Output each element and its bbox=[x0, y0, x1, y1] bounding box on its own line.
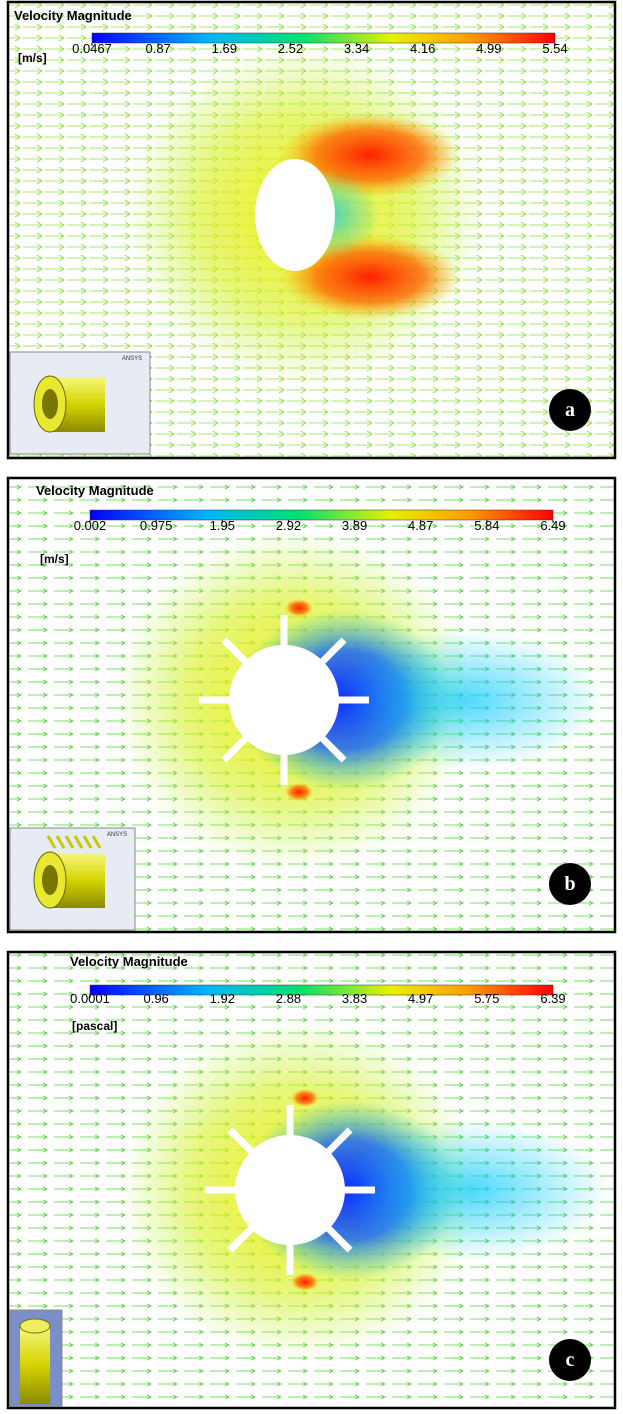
velocity-high bbox=[285, 599, 313, 617]
colorbar-tick-label: 3.89 bbox=[342, 518, 367, 533]
velocity-low bbox=[324, 630, 604, 770]
panel-frame bbox=[6, 0, 617, 460]
colorbar-tick-label: 0.87 bbox=[145, 41, 170, 56]
colorbar-tick-label: 5.54 bbox=[542, 41, 567, 56]
colorbar-tick-label: 0.96 bbox=[143, 991, 168, 1006]
colorbar-tick-label: 0.0001 bbox=[70, 991, 110, 1006]
velocity-low bbox=[330, 1120, 610, 1260]
cylinder-hole bbox=[229, 645, 339, 755]
inset-logo: ANSYS bbox=[107, 832, 127, 838]
inset-logo: ANSYS bbox=[122, 356, 142, 362]
colorbar-tick-label: 3.34 bbox=[344, 41, 369, 56]
colorbar-tick-label: 0.0467 bbox=[72, 41, 112, 56]
colorbar-tick-label: 2.52 bbox=[278, 41, 303, 56]
inset-model bbox=[42, 865, 58, 895]
inset-model bbox=[20, 1326, 50, 1404]
colorbar-tick-label: 0.975 bbox=[140, 518, 173, 533]
colorbar bbox=[89, 984, 554, 996]
panel: Velocity Magnitude 0.0467 0.87 1.69 2.52 3.34… bbox=[6, 0, 617, 460]
colorbar-tick-label: 6.39 bbox=[540, 991, 565, 1006]
cylinder-hole bbox=[235, 1135, 345, 1245]
colorbar-tick-label: 5.75 bbox=[474, 991, 499, 1006]
colorbar-tick-label: 2.92 bbox=[276, 518, 301, 533]
legend-title: Velocity Magnitude bbox=[36, 483, 154, 498]
inset-model bbox=[91, 835, 102, 849]
legend-title: Velocity Magnitude bbox=[70, 954, 188, 969]
colorbar-tick-label: 1.92 bbox=[210, 991, 235, 1006]
colorbar-tick-label: 4.16 bbox=[410, 41, 435, 56]
unit-label: [m/s] bbox=[40, 552, 69, 566]
colorbar-tick-label: 4.87 bbox=[408, 518, 433, 533]
colorbar-tick-label: 5.84 bbox=[474, 518, 499, 533]
panel: Velocity Magnitude 0.002 0.975 1.95 2.92 3.89… bbox=[6, 476, 617, 934]
panel-label-badge bbox=[549, 389, 591, 431]
colorbar-tick-label: 4.97 bbox=[408, 991, 433, 1006]
colorbar-tick-label: 0.002 bbox=[74, 518, 107, 533]
unit-label: [m/s] bbox=[18, 51, 47, 65]
panel-label-badge bbox=[549, 863, 591, 905]
velocity-high bbox=[285, 783, 313, 801]
inset-model bbox=[19, 1318, 51, 1334]
panel-label-badge bbox=[549, 1339, 591, 1381]
unit-label: [pascal] bbox=[72, 1019, 117, 1033]
panel-label: b bbox=[564, 873, 575, 895]
inset-model bbox=[82, 835, 93, 849]
cylinder-hole bbox=[255, 159, 335, 271]
panel-frame bbox=[6, 476, 617, 934]
panel-frame bbox=[6, 950, 617, 1410]
inset-model bbox=[64, 835, 75, 849]
inset-model bbox=[55, 835, 66, 849]
panel: Velocity Magnitude 0.0001 0.96 1.92 2.88 3.83… bbox=[6, 950, 617, 1410]
colorbar-tick-label: 1.95 bbox=[210, 518, 235, 533]
colorbar-tick-label: 2.88 bbox=[276, 991, 301, 1006]
velocity-high bbox=[291, 1273, 319, 1291]
colorbar bbox=[91, 32, 556, 44]
panel-label: c bbox=[566, 1349, 575, 1371]
velocity-high bbox=[291, 1089, 319, 1107]
colorbar-tick-label: 3.83 bbox=[342, 991, 367, 1006]
inset-model bbox=[46, 835, 57, 849]
panel-label: a bbox=[565, 399, 575, 421]
inset-model bbox=[42, 389, 58, 419]
colorbar-tick-label: 4.99 bbox=[476, 41, 501, 56]
legend-title: Velocity Magnitude bbox=[14, 8, 132, 23]
colorbar-tick-label: 6.49 bbox=[540, 518, 565, 533]
colorbar-tick-label: 1.69 bbox=[212, 41, 237, 56]
inset-model bbox=[73, 835, 84, 849]
colorbar bbox=[89, 509, 554, 521]
